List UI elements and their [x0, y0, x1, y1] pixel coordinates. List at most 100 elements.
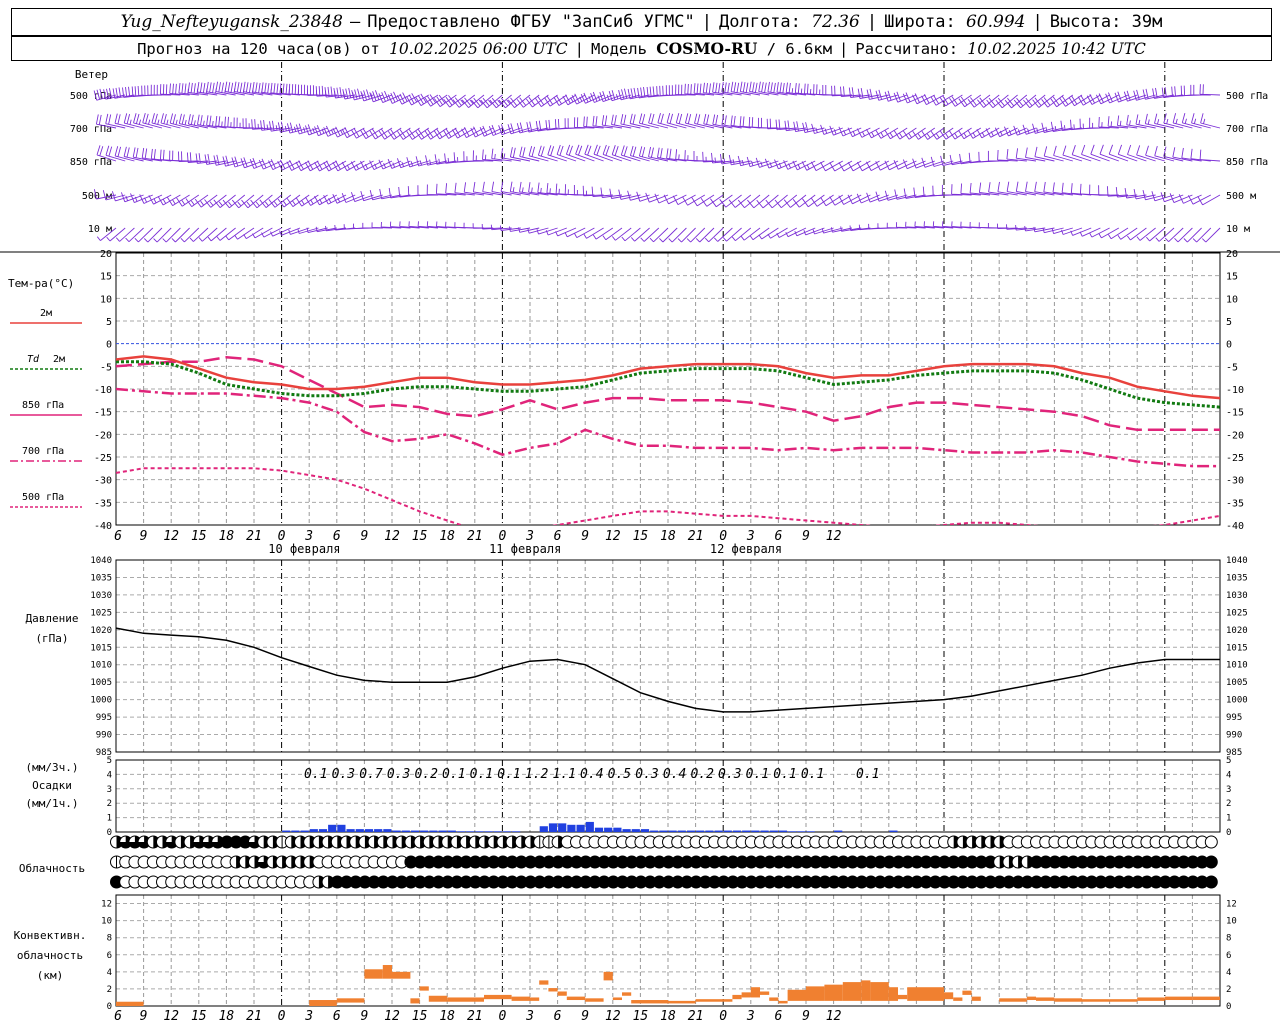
temp-y-tick: 15: [100, 272, 112, 283]
wind-barb: [592, 227, 614, 240]
wind-barb: [902, 159, 926, 170]
wind-barb: [822, 85, 843, 96]
wind-barb: [1163, 113, 1184, 129]
cloud-cover-symbol: [735, 875, 749, 889]
cloud-fill: [561, 876, 574, 888]
pressure-y-tick-right: 1020: [1226, 626, 1248, 636]
wind-barb: [722, 227, 742, 242]
cloud-cover-symbol: [137, 835, 151, 849]
cloud-cover-symbol: [468, 875, 482, 889]
pressure-y-tick: 985: [96, 748, 112, 758]
cloud-fill: [1122, 856, 1135, 868]
conv-bar: [787, 989, 806, 1001]
wind-barb: [159, 84, 181, 96]
cloud-fill: [864, 856, 877, 868]
wind-barb: [509, 147, 531, 162]
wind-barb: [988, 182, 1009, 196]
precip-bar: [631, 829, 640, 832]
wind-barb: [1108, 144, 1129, 162]
wind-barb: [695, 227, 715, 243]
wind-barb: [766, 118, 788, 130]
wind-level-label: 500 гПа: [70, 91, 112, 102]
wind-barb: [535, 94, 558, 107]
wind-barb: [151, 113, 172, 129]
wind-barb: [134, 227, 154, 243]
wind-barb: [544, 94, 568, 107]
wind-barb: [380, 221, 402, 229]
wind-barb: [630, 227, 650, 242]
cloud-cover-symbol: [1112, 855, 1126, 869]
cloud-fill: [450, 856, 463, 868]
cloud-cover-symbol: [1122, 855, 1135, 869]
wind-barb: [767, 227, 788, 239]
wind-row: [93, 81, 1221, 109]
wind-barb: [315, 85, 337, 97]
wind-barb: [160, 113, 181, 129]
wind-barb: [1192, 227, 1212, 243]
precip-bar: [328, 824, 337, 832]
hour-tick-bottom: 21: [688, 1009, 704, 1024]
wind-barb: [186, 152, 209, 163]
cloud-fill: [846, 876, 859, 888]
wind-barb: [648, 113, 669, 129]
hour-tick: 6: [114, 529, 122, 544]
precip-bar: [355, 829, 364, 832]
wind-barb: [325, 225, 347, 232]
cloud-fill: [1168, 876, 1181, 888]
wind-barb: [912, 127, 936, 140]
cloud-fill: [561, 856, 574, 868]
cloud-fill: [487, 876, 500, 888]
wind-barb: [153, 227, 172, 243]
wind-barb: [1079, 227, 1101, 237]
wind-barb: [387, 127, 411, 140]
temp-y-tick-right: -5: [1226, 362, 1238, 373]
cloud-cover-symbol: [864, 875, 878, 889]
wind-barb: [599, 91, 623, 103]
cloud-cover-symbol: [726, 875, 740, 889]
cloud-fill: [404, 856, 417, 868]
precip-3h-total: 0.7: [359, 767, 383, 782]
wind-barb: [304, 160, 328, 172]
conv-y-tick: 8: [107, 934, 112, 944]
wind-barb: [749, 227, 770, 241]
wind-barb: [1098, 227, 1120, 239]
wind-barb: [1136, 145, 1156, 162]
wind-barb: [1145, 145, 1165, 162]
pressure-y-tick-right: 985: [1226, 748, 1242, 758]
cloud-cover-symbol: [671, 855, 685, 869]
temp-y-tick-right: -30: [1226, 476, 1244, 487]
cloud-fill: [377, 876, 390, 888]
cloud-cover-symbol: [1204, 855, 1218, 869]
hour-tick-bottom: 15: [412, 1009, 428, 1024]
alt-label: Высота:: [1049, 12, 1122, 32]
wind-barb: [719, 194, 742, 208]
cloud-cover-symbol: [800, 875, 813, 889]
cloud-fill: [975, 876, 988, 888]
wind-barb: [1201, 227, 1221, 243]
conv-bar: [971, 996, 981, 1001]
wind-barb: [629, 113, 650, 129]
wind-barb: [216, 227, 236, 241]
wind-barb: [555, 227, 577, 237]
cloud-fill: [395, 876, 408, 888]
wind-barb: [491, 181, 512, 196]
wind-barb: [666, 112, 687, 129]
wind-barb: [1061, 227, 1083, 235]
precip-bar: [300, 830, 309, 832]
cloud-cover-symbol: [671, 875, 685, 889]
cloud-fill: [809, 876, 822, 888]
wind-barb: [564, 118, 586, 129]
wind-barb: [756, 194, 779, 209]
cloud-cover-symbol: [524, 875, 537, 889]
wind-barb: [758, 81, 779, 96]
wind-barb: [224, 81, 245, 96]
cloud-fill: [598, 876, 611, 888]
wind-barb: [1053, 145, 1073, 162]
alt-value: 39м: [1131, 12, 1163, 32]
wind-barb: [295, 194, 319, 207]
wind-barb: [902, 92, 926, 104]
wind-barb: [198, 227, 218, 242]
precip-bar: [466, 831, 475, 832]
wind-barb: [142, 112, 163, 129]
temp-850-line: [116, 356, 1220, 432]
